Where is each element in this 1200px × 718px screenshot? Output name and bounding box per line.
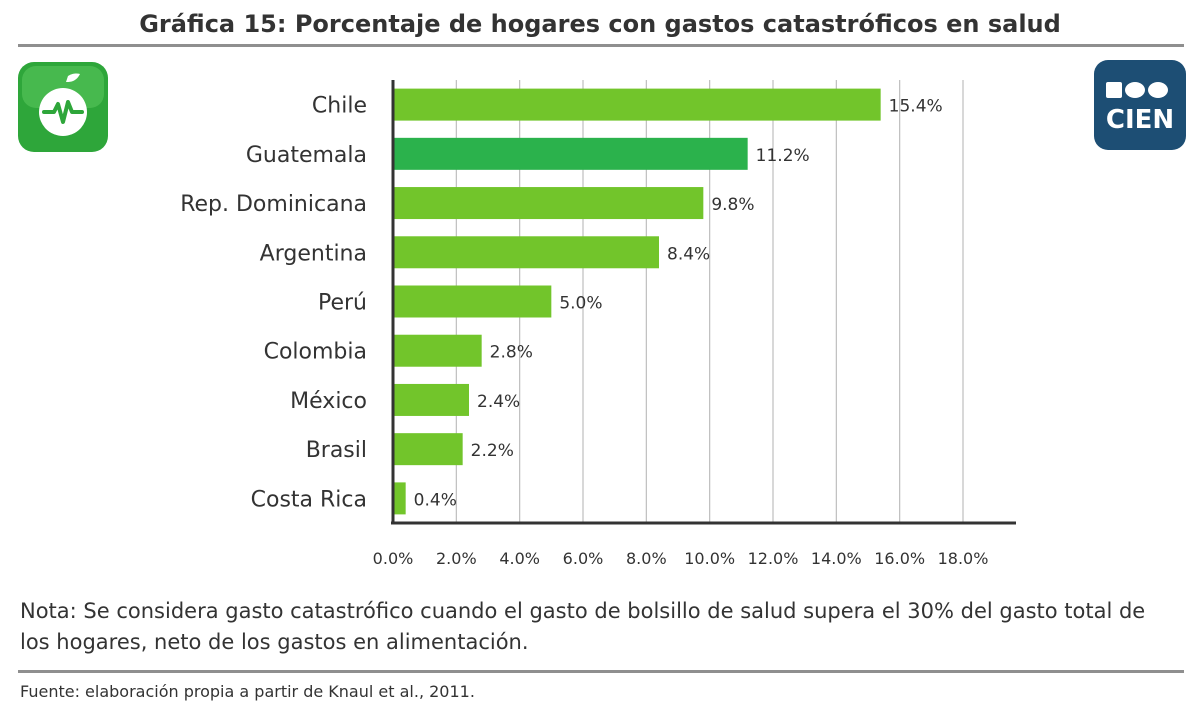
x-tick-label: 8.0% (626, 549, 667, 568)
bar (393, 334, 482, 367)
cien-logo: CIEN (1094, 60, 1186, 150)
chart-title: Gráfica 15: Porcentaje de hogares con ga… (139, 10, 1061, 38)
x-tick-label: 10.0% (684, 549, 735, 568)
x-tick-label: 0.0% (373, 549, 414, 568)
bar (393, 236, 659, 269)
health-app-logo (18, 62, 108, 152)
category-label: Brasil (306, 438, 367, 463)
category-label: Costa Rica (251, 487, 367, 512)
bar (393, 137, 748, 170)
category-label: Argentina (260, 241, 367, 266)
x-tick-label: 6.0% (563, 549, 604, 568)
cien-logo-zero-2 (1148, 82, 1168, 98)
data-label: 0.4% (414, 490, 457, 510)
bar (393, 285, 552, 318)
chart-source: Fuente: elaboración propia a partir de K… (20, 682, 475, 701)
data-label: 2.2% (471, 441, 514, 461)
category-label: Rep. Dominicana (180, 192, 367, 217)
x-tick-label: 2.0% (436, 549, 477, 568)
bar (393, 482, 406, 515)
x-tick-label: 16.0% (874, 549, 925, 568)
data-label: 8.4% (667, 244, 710, 264)
bar (393, 88, 881, 121)
x-tick-label: 14.0% (811, 549, 862, 568)
heartbeat-icon (42, 100, 84, 124)
category-label: México (290, 389, 367, 414)
x-tick-label: 18.0% (938, 549, 989, 568)
category-label: Guatemala (246, 143, 367, 168)
health-app-logo-circle (39, 88, 87, 136)
x-tick-label: 4.0% (499, 549, 540, 568)
data-label: 2.8% (490, 343, 533, 363)
cien-logo-square (1106, 82, 1122, 98)
leaf-icon (66, 73, 80, 82)
x-tick-label: 12.0% (748, 549, 799, 568)
data-label: 15.4% (889, 97, 943, 117)
data-label: 2.4% (477, 392, 520, 412)
note-divider (18, 670, 1184, 673)
category-label: Colombia (264, 340, 367, 365)
bar-chart: Chile 15.4% Guatemala 11.2% Rep. Dominicana 9… (180, 80, 1016, 568)
title-divider (18, 44, 1184, 47)
data-label: 9.8% (711, 195, 754, 215)
data-label: 5.0% (559, 294, 602, 314)
health-app-logo-gloss (22, 66, 104, 108)
bar (393, 433, 463, 466)
category-label: Chile (312, 94, 367, 119)
category-label: Perú (318, 291, 367, 316)
chart-note: Nota: Se considera gasto catastrófico cu… (20, 599, 1146, 654)
bar (393, 383, 469, 416)
data-label: 11.2% (756, 146, 810, 166)
cien-logo-text: CIEN (1106, 105, 1174, 135)
cien-logo-zero-1 (1125, 82, 1145, 98)
bar (393, 187, 704, 220)
